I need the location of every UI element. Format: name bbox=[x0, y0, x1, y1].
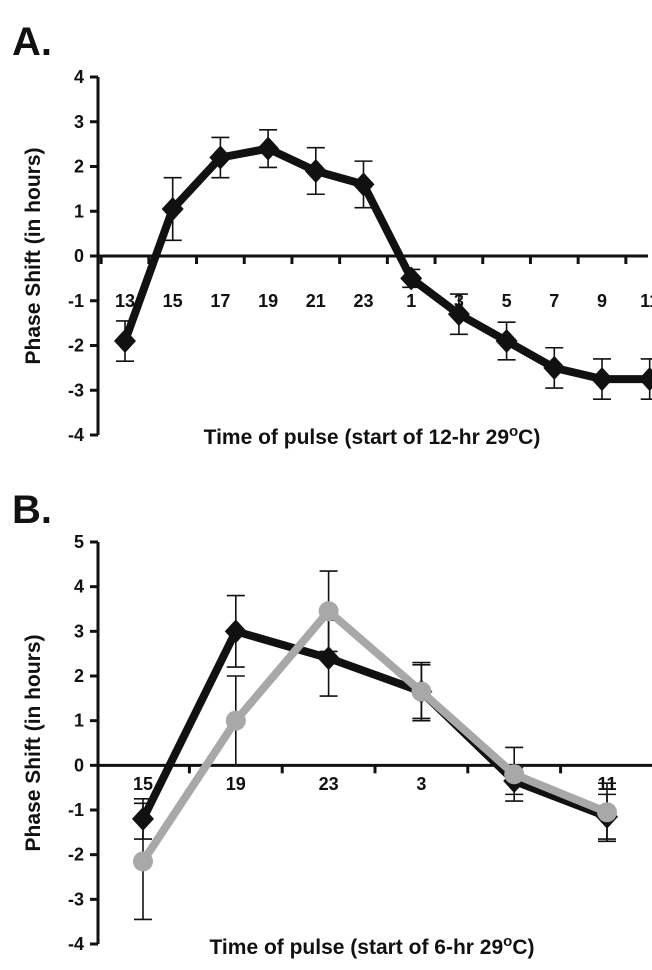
data-point bbox=[447, 302, 470, 327]
x-axis-label-main: Time of pulse (start of 6-hr 29 bbox=[209, 936, 503, 959]
x-tick-label: 11 bbox=[640, 291, 652, 311]
y-tick-label: 1 bbox=[74, 201, 84, 221]
x-axis-label-main: Time of pulse (start of 12-hr 29 bbox=[204, 426, 509, 449]
y-tick-label: 2 bbox=[74, 666, 84, 686]
y-tick-label: 4 bbox=[74, 577, 84, 597]
series-1 bbox=[132, 594, 618, 840]
x-axis-label-superscript: o bbox=[509, 423, 518, 440]
x-tick-label: 5 bbox=[502, 291, 512, 311]
y-tick-label: -4 bbox=[68, 425, 84, 445]
x-tick-label: 21 bbox=[306, 291, 326, 311]
data-point bbox=[318, 601, 339, 622]
data-point bbox=[400, 266, 423, 291]
data-point bbox=[411, 681, 432, 702]
data-point bbox=[257, 136, 280, 161]
series-line bbox=[139, 627, 611, 823]
data-point bbox=[133, 851, 153, 872]
data-point bbox=[304, 158, 327, 183]
x-tick-label: 13 bbox=[115, 291, 135, 311]
data-point bbox=[225, 710, 246, 731]
y-axis-label: Phase Shift (in hours) bbox=[22, 634, 45, 851]
x-axis-label: Time of pulse (start of 6-hr 29oC) bbox=[209, 933, 534, 959]
data-point bbox=[495, 329, 518, 354]
y-tick-label: -1 bbox=[68, 291, 84, 311]
y-tick-label: -3 bbox=[68, 889, 84, 909]
x-tick-label: 7 bbox=[549, 291, 559, 311]
x-axis-label-superscript: o bbox=[503, 933, 512, 950]
x-tick-label: 19 bbox=[226, 774, 246, 794]
x-axis-label-unit: C) bbox=[518, 426, 540, 449]
y-tick-label: 2 bbox=[74, 157, 84, 177]
data-point bbox=[638, 367, 652, 392]
chart-panel-1: A.-4-3-2-1012341315171921231357911Phase … bbox=[12, 20, 652, 449]
x-tick-label: 23 bbox=[353, 291, 373, 311]
data-point bbox=[161, 197, 184, 222]
series-line bbox=[139, 607, 611, 866]
chart-panel-2: B.-4-3-2-10123451519233711Phase Shift (i… bbox=[12, 488, 652, 959]
y-tick-label: -4 bbox=[68, 934, 84, 954]
x-tick-label: 15 bbox=[133, 774, 153, 794]
data-point bbox=[591, 367, 613, 392]
x-axis-label: Time of pulse (start of 12-hr 29oC) bbox=[204, 423, 541, 449]
panel-label: A. bbox=[12, 20, 52, 64]
y-tick-label: -2 bbox=[68, 336, 84, 356]
data-point bbox=[543, 355, 566, 380]
data-point bbox=[597, 802, 617, 823]
y-tick-label: -3 bbox=[68, 380, 84, 400]
data-point bbox=[114, 329, 136, 354]
series-2 bbox=[133, 570, 617, 921]
x-tick-label: 15 bbox=[163, 291, 183, 311]
x-tick-label: 23 bbox=[319, 774, 339, 794]
data-point bbox=[209, 145, 232, 170]
y-tick-label: 5 bbox=[74, 532, 84, 552]
y-tick-label: 0 bbox=[74, 246, 84, 266]
y-tick-label: -2 bbox=[68, 845, 84, 865]
panel-label: B. bbox=[12, 488, 52, 532]
y-tick-label: 3 bbox=[74, 112, 84, 132]
y-tick-label: 0 bbox=[74, 755, 84, 775]
y-tick-label: 3 bbox=[74, 621, 84, 641]
y-tick-label: 4 bbox=[74, 67, 84, 87]
x-tick-label: 9 bbox=[597, 291, 607, 311]
series-1 bbox=[114, 129, 652, 400]
x-tick-label: 17 bbox=[210, 291, 230, 311]
x-tick-label: 19 bbox=[258, 291, 278, 311]
y-tick-label: -1 bbox=[68, 800, 84, 820]
x-tick-label: 3 bbox=[416, 774, 426, 794]
y-tick-label: 1 bbox=[74, 711, 84, 731]
x-axis-label-unit: C) bbox=[512, 936, 534, 959]
x-tick-label: 1 bbox=[406, 291, 416, 311]
data-point bbox=[352, 172, 375, 197]
y-axis-label: Phase Shift (in hours) bbox=[22, 147, 45, 364]
data-point bbox=[504, 764, 525, 785]
data-point bbox=[224, 619, 247, 644]
